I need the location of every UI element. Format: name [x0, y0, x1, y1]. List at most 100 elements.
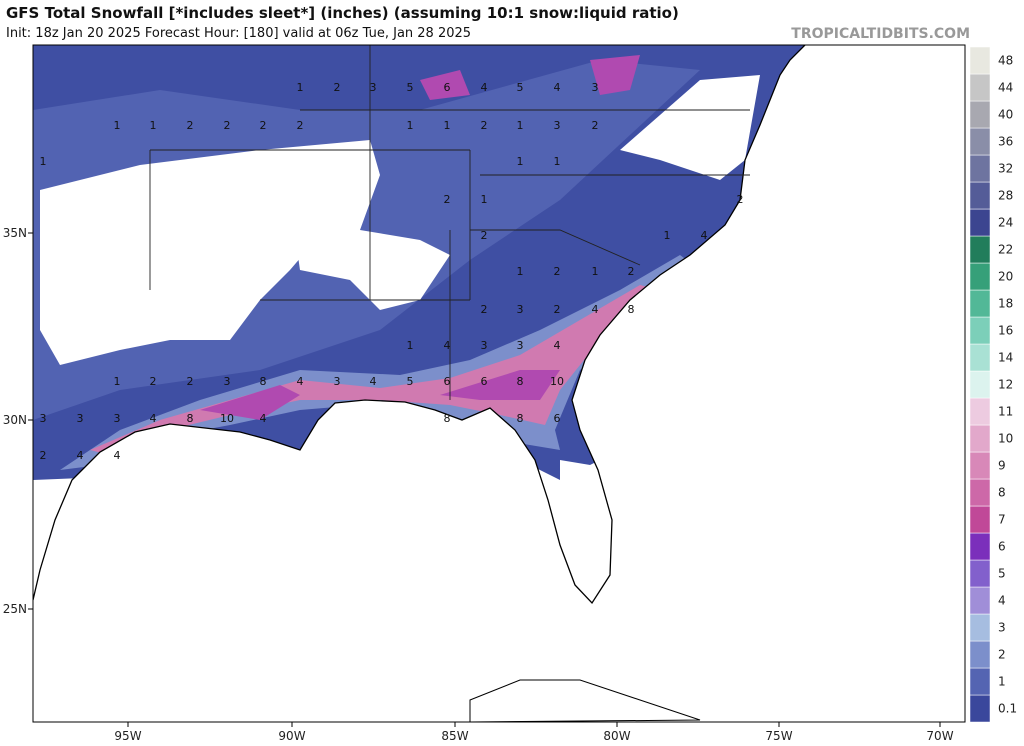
contour-label: 2: [481, 229, 488, 242]
lon-label: 75W: [765, 729, 792, 742]
contour-label: 1: [592, 265, 599, 278]
contour-label: 2: [187, 375, 194, 388]
contour-label: 8: [517, 412, 524, 425]
colorbar-swatch: [969, 370, 991, 399]
colorbar-swatch: [969, 586, 991, 615]
colorbar-swatch: [969, 451, 991, 480]
colorbar-swatch: [969, 127, 991, 156]
colorbar-label: 2: [998, 648, 1006, 662]
colorbar-label: 4: [998, 594, 1006, 608]
contour-label: 3: [40, 412, 47, 425]
contour-label: 4: [297, 375, 304, 388]
contour-label: 8: [444, 412, 451, 425]
colorbar-label: 48: [998, 54, 1013, 68]
colorbar-label: 7: [998, 513, 1006, 527]
contour-label: 1: [407, 339, 414, 352]
contour-label: 2: [297, 119, 304, 132]
contour-label: 4: [481, 81, 488, 94]
colorbar-label: 12: [998, 378, 1013, 392]
lon-label: 80W: [603, 729, 630, 742]
lat-label: 35N: [3, 226, 27, 240]
contour-label: 5: [517, 81, 524, 94]
contour-label: 3: [334, 375, 341, 388]
no-snow-west: [40, 150, 320, 365]
contour-label: 1: [481, 193, 488, 206]
colorbar-label: 10: [998, 432, 1013, 446]
contour-label: 1: [444, 119, 451, 132]
colorbar-label: 20: [998, 270, 1013, 284]
colorbar-swatch: [969, 640, 991, 669]
site: TROPICALTIDBITS.COM: [791, 26, 970, 42]
contour-label: 2: [481, 303, 488, 316]
contour-label: 3: [77, 412, 84, 425]
colorbar-label: 16: [998, 324, 1013, 338]
colorbar-label: 1: [998, 675, 1006, 689]
colorbar-swatch: [969, 694, 991, 723]
no-snow-east: [620, 75, 760, 180]
contour-label: 4: [370, 375, 377, 388]
map: [33, 45, 965, 722]
contour-label: 1: [664, 229, 671, 242]
contour-label: 3: [224, 375, 231, 388]
colorbar-swatch: [969, 559, 991, 588]
map-frame: [32, 44, 966, 723]
contour-label: 1: [297, 81, 304, 94]
contour-label: 2: [150, 375, 157, 388]
contour-label: 4: [701, 229, 708, 242]
contour-label: 10: [550, 375, 564, 388]
contour-label: 4: [77, 449, 84, 462]
colorbar-label: 8: [998, 486, 1006, 500]
colorbar-label: 44: [998, 81, 1013, 95]
lat-label: 30N: [3, 413, 27, 427]
contour-label: 6: [554, 412, 561, 425]
contour-label: 1: [407, 119, 414, 132]
colorbar-label: 40: [998, 108, 1013, 122]
contour-label: 6: [444, 81, 451, 94]
lon-label: 90W: [278, 729, 305, 742]
colorbar-label: 32: [998, 162, 1013, 176]
colorbar-label: 14: [998, 351, 1013, 365]
subtitle: Init: 18z Jan 20 2025 Forecast Hour: [18…: [6, 26, 471, 41]
contour-label: 3: [481, 339, 488, 352]
colorbar-swatch: [969, 667, 991, 696]
contour-label: 1: [114, 375, 121, 388]
contour-label: 1: [150, 119, 157, 132]
state-lines: [149, 45, 750, 400]
contour-label: 3: [370, 81, 377, 94]
contour-label: 8: [187, 412, 194, 425]
contour-label: 2: [187, 119, 194, 132]
colorbar-swatch: [969, 532, 991, 561]
contour-label: 2: [554, 265, 561, 278]
lon-label: 70W: [926, 729, 953, 742]
contour-label: 5: [407, 375, 414, 388]
colorbar-label: 9: [998, 459, 1006, 473]
colorbar-swatch: [969, 154, 991, 183]
contour-label: 4: [554, 81, 561, 94]
colorbar-label: 28: [998, 189, 1013, 203]
colorbar-swatch: [969, 478, 991, 507]
contour-label: 1: [114, 119, 121, 132]
colorbar-swatch: [969, 316, 991, 345]
colorbar-label: 36: [998, 135, 1013, 149]
contour-label: 4: [444, 339, 451, 352]
contour-label: 6: [444, 375, 451, 388]
title: GFS Total Snowfall [*includes sleet*] (i…: [6, 4, 679, 22]
lon-label: 85W: [441, 729, 468, 742]
contour-label: 1: [517, 119, 524, 132]
colorbar-label: 22: [998, 243, 1013, 257]
contour-label: 3: [114, 412, 121, 425]
lon-label: 95W: [114, 729, 141, 742]
colorbar-swatch: [969, 73, 991, 102]
contour-label: 2: [592, 119, 599, 132]
contour-label: 1: [517, 155, 524, 168]
contour-label: 2: [260, 119, 267, 132]
contour-label: 1: [554, 155, 561, 168]
colorbar-swatch: [969, 397, 991, 426]
colorbar-swatch: [969, 613, 991, 642]
colorbar-label: 24: [998, 216, 1013, 230]
contour-label: 5: [407, 81, 414, 94]
cuba: [469, 679, 701, 722]
colorbar-label: 5: [998, 567, 1006, 581]
contour-label: 2: [444, 193, 451, 206]
